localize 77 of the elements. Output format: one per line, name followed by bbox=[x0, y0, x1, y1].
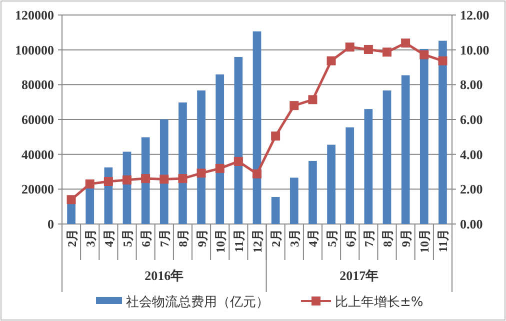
bar bbox=[420, 48, 428, 224]
y-tick-label: 100000 bbox=[15, 42, 54, 58]
x-tick-label: 5月 bbox=[324, 229, 339, 247]
bar bbox=[308, 160, 317, 224]
bar bbox=[346, 127, 354, 224]
bar bbox=[252, 31, 262, 224]
point bbox=[345, 42, 354, 52]
point bbox=[290, 101, 299, 110]
x-tick-label: 11月 bbox=[232, 229, 246, 252]
point bbox=[234, 156, 243, 166]
y2-tick-label: 12.00 bbox=[460, 8, 490, 22]
legend-label: 比上年增长±% bbox=[335, 295, 424, 310]
point bbox=[66, 195, 76, 204]
legend-label: 社会物流总费用（亿元） bbox=[126, 294, 269, 310]
bar bbox=[67, 203, 76, 224]
x-tick-label: 5月 bbox=[120, 229, 134, 247]
point bbox=[178, 174, 188, 184]
point bbox=[382, 48, 392, 57]
x-tick-label: 2月 bbox=[64, 229, 79, 247]
x-tick-label: 8月 bbox=[176, 229, 190, 247]
text: 2016年 bbox=[144, 268, 184, 283]
y-tick-label: 80000 bbox=[22, 77, 54, 92]
x-tick-label: 2月 bbox=[269, 229, 284, 247]
x-tick-label: 7月 bbox=[362, 229, 376, 247]
x-tick-label: 7月 bbox=[158, 229, 172, 247]
y2-tick-label: 8.00 bbox=[460, 77, 483, 92]
y-tick-label: 20000 bbox=[22, 182, 54, 197]
bar bbox=[271, 197, 280, 224]
y2-tick-label: 6.00 bbox=[460, 112, 483, 127]
x-tick-label: 12月 bbox=[250, 229, 264, 253]
point bbox=[271, 132, 280, 141]
x-tick-label: 11月 bbox=[436, 229, 450, 252]
y2-tick-label: 2.00 bbox=[460, 182, 483, 197]
y2-tick-label: 0.00 bbox=[460, 216, 483, 232]
y2-tick-label: 10.00 bbox=[460, 42, 490, 58]
bar bbox=[438, 40, 447, 224]
x-tick-label: 4月 bbox=[306, 229, 320, 247]
x-tick-label: 10月 bbox=[418, 229, 432, 253]
x-tick-label: 3月 bbox=[288, 229, 302, 247]
x-tick-label: 9月 bbox=[194, 229, 209, 247]
x-tick-label: 8月 bbox=[380, 229, 394, 247]
x-tick-label: 3月 bbox=[83, 229, 98, 247]
x-tick-label: 10月 bbox=[213, 229, 228, 253]
bar bbox=[290, 178, 298, 224]
y-tick-label: 40000 bbox=[22, 146, 54, 162]
bar bbox=[216, 74, 224, 224]
point bbox=[196, 168, 206, 178]
point bbox=[420, 50, 429, 60]
x-tick-label: 4月 bbox=[102, 229, 116, 247]
x-tick-label: 9月 bbox=[399, 229, 414, 247]
point bbox=[160, 174, 169, 184]
bar bbox=[364, 109, 373, 224]
bar bbox=[234, 56, 243, 224]
point bbox=[85, 179, 94, 188]
bar bbox=[327, 144, 336, 224]
bar bbox=[141, 137, 150, 224]
bar bbox=[382, 90, 392, 224]
point bbox=[215, 164, 224, 173]
y-tick-label: 60000 bbox=[22, 112, 54, 127]
point bbox=[122, 175, 132, 184]
bar bbox=[197, 90, 206, 224]
point bbox=[252, 169, 262, 178]
point bbox=[141, 174, 150, 184]
bar bbox=[401, 75, 410, 224]
y2-tick-label: 4.00 bbox=[460, 146, 483, 162]
point bbox=[401, 38, 410, 48]
y-tick-label: 120000 bbox=[15, 8, 54, 22]
y-tick-label: 0 bbox=[48, 216, 54, 232]
text: 2017年 bbox=[340, 268, 379, 283]
point bbox=[326, 56, 336, 66]
point bbox=[308, 95, 318, 104]
bar bbox=[178, 102, 187, 224]
point bbox=[104, 177, 113, 186]
point bbox=[364, 44, 373, 54]
point bbox=[438, 56, 448, 66]
x-tick-label: 6月 bbox=[343, 229, 358, 247]
x-tick-label: 6月 bbox=[139, 229, 154, 247]
